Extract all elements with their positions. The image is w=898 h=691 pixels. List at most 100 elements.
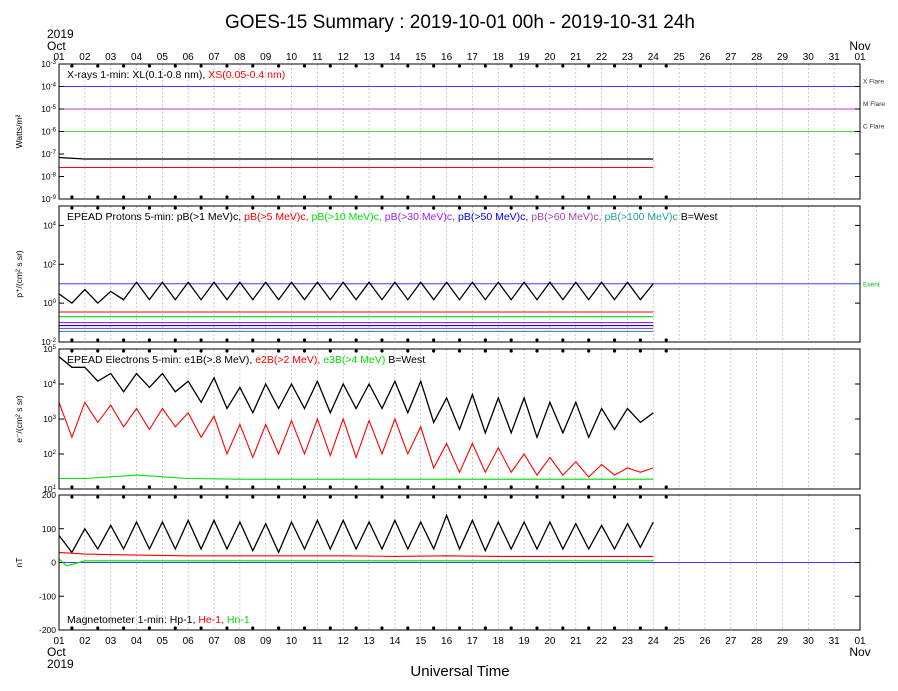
edge-dot-top-3-4 xyxy=(147,495,152,499)
edge-dot-top-2-10 xyxy=(302,349,307,353)
top-day-label-09: 09 xyxy=(260,52,272,63)
edge-dot-top-2-24 xyxy=(664,349,668,353)
edge-dot-top-3-16 xyxy=(457,495,462,499)
panel-xrays: X Flare M Flare C Flare 10-3 10-4 10-5 10-6 10-… xyxy=(14,59,885,204)
threshold-label-event: Event xyxy=(863,282,880,289)
edge-dot-bottom-1-16 xyxy=(457,338,462,342)
edge-dot-bottom-2-4 xyxy=(147,485,152,489)
edge-dot-top-3-8 xyxy=(251,495,255,499)
bottom-day-label-08: 08 xyxy=(234,636,246,647)
edge-dot-bottom-2-3 xyxy=(121,485,126,489)
bottom-right-day: 01 xyxy=(854,636,866,647)
edge-dot-bottom-2-9 xyxy=(277,485,281,489)
edge-dot-top-0-3 xyxy=(121,64,126,68)
edge-dot-bottom-2-8 xyxy=(251,485,255,489)
edge-dot-bottom-1-22 xyxy=(612,338,617,342)
top-day-label-10: 10 xyxy=(286,52,298,63)
ytick-label-0-5: 10-8 xyxy=(41,172,56,182)
edge-dot-bottom-1-2 xyxy=(96,338,100,342)
edge-dot-bottom-1-5 xyxy=(173,338,177,342)
edge-dot-top-0-4 xyxy=(147,64,152,68)
edge-dot-bottom-0-20 xyxy=(561,195,565,199)
edge-dot-top-0-24 xyxy=(664,64,668,68)
top-day-label-24: 24 xyxy=(648,52,660,63)
edge-dot-bottom-0-10 xyxy=(302,195,307,199)
series-magnetometer-2 xyxy=(58,558,654,567)
bottom-day-label-30: 30 xyxy=(803,636,815,647)
top-day-label-13: 13 xyxy=(364,52,376,63)
ytick-label-1-2: 100 xyxy=(43,298,56,308)
edge-dot-bottom-2-14 xyxy=(406,485,410,489)
top-day-label-15: 15 xyxy=(415,52,427,63)
edge-dot-bottom-1-11 xyxy=(328,338,332,342)
bottom-day-label-18: 18 xyxy=(493,636,505,647)
top-left-year: 2019 xyxy=(47,27,74,41)
bottom-day-label-13: 13 xyxy=(364,636,376,647)
top-day-label-17: 17 xyxy=(467,52,479,63)
edge-dot-top-2-8 xyxy=(251,349,255,353)
bottom-day-label-31: 31 xyxy=(829,636,841,647)
edge-dot-bottom-3-20 xyxy=(561,626,565,630)
ytick-label-0-4: 10-7 xyxy=(41,149,56,159)
edge-dot-bottom-0-9 xyxy=(277,195,281,199)
top-day-label-08: 08 xyxy=(234,52,246,63)
edge-dot-bottom-0-24 xyxy=(664,195,668,199)
ytick-label-1-1: 102 xyxy=(43,259,56,269)
bottom-day-label-15: 15 xyxy=(415,636,427,647)
edge-dot-top-3-12 xyxy=(354,495,358,499)
edge-dot-top-3-20 xyxy=(561,495,565,499)
panel-frame-protons xyxy=(58,205,861,343)
edge-dot-top-1-23 xyxy=(638,206,642,210)
edge-dot-top-0-11 xyxy=(328,64,332,68)
bottom-right-month: Nov xyxy=(849,645,870,659)
edge-dot-top-1-20 xyxy=(561,206,565,210)
edge-dot-top-2-23 xyxy=(638,349,642,353)
ytick-label-3-2: 0 xyxy=(51,558,56,568)
panel-protons: Event 104 102 100 10-2 p⁺/(cm² s sr) EPEAD Pro… xyxy=(14,205,880,347)
bottom-left-day: 01 xyxy=(53,636,65,647)
edge-dot-bottom-2-2 xyxy=(96,485,100,489)
edge-dot-bottom-3-22 xyxy=(612,626,617,630)
edge-dot-bottom-2-10 xyxy=(302,485,307,489)
edge-dot-bottom-3-6 xyxy=(199,626,203,630)
edge-dot-top-3-19 xyxy=(535,495,539,499)
top-day-label-28: 28 xyxy=(751,52,763,63)
edge-dot-bottom-0-22 xyxy=(612,195,617,199)
top-day-ticks: 02 03 04 05 06 07 08 09 10 11 12 13 14 15 16 17 18 19 20 21… xyxy=(79,52,840,63)
edge-dot-top-3-7 xyxy=(225,495,229,499)
edge-dot-bottom-2-15 xyxy=(432,485,436,489)
legend-electrons: EPEAD Electrons 5-min: e1B(>.8 MeV), e2B… xyxy=(67,354,425,366)
edge-dot-top-1-4 xyxy=(147,206,152,210)
bottom-day-label-25: 25 xyxy=(674,636,686,647)
edge-dot-top-2-16 xyxy=(457,349,462,353)
edge-dot-bottom-0-12 xyxy=(354,195,358,199)
edge-dot-bottom-3-11 xyxy=(328,626,332,630)
edge-dot-top-2-13 xyxy=(380,349,384,353)
edge-dot-top-0-6 xyxy=(199,64,203,68)
edge-dot-top-2-21 xyxy=(587,349,591,353)
edge-dot-top-0-20 xyxy=(561,64,565,68)
edge-dot-bottom-1-3 xyxy=(121,338,126,342)
chart-panels: X Flare M Flare C Flare 10-3 10-4 10-5 10-6 10-… xyxy=(14,59,885,635)
edge-dot-top-3-21 xyxy=(587,495,591,499)
edge-dot-top-0-23 xyxy=(638,64,642,68)
series-electrons-2 xyxy=(59,474,654,480)
x-axis-label: Universal Time xyxy=(410,663,509,680)
edge-dot-top-0-21 xyxy=(587,64,591,68)
edge-dot-bottom-3-4 xyxy=(147,626,152,630)
edge-dot-top-3-10 xyxy=(302,495,307,499)
edge-dot-bottom-0-2 xyxy=(96,195,100,199)
edge-dot-bottom-2-20 xyxy=(561,485,565,489)
series-electrons-1 xyxy=(58,401,654,478)
edge-dot-bottom-0-14 xyxy=(406,195,410,199)
ylabel-magnetometer: nT xyxy=(14,558,24,568)
edge-dot-bottom-0-21 xyxy=(587,195,591,199)
edge-dot-top-2-3 xyxy=(121,349,126,353)
legend-xrays: X-rays 1-min: XL(0.1-0.8 nm), XS(0.05-0.… xyxy=(67,69,285,81)
edge-dot-top-2-9 xyxy=(277,349,281,353)
edge-dot-bottom-1-1 xyxy=(70,338,74,342)
series-protons-0 xyxy=(58,281,654,305)
edge-dot-bottom-1-15 xyxy=(432,338,436,342)
bottom-day-label-22: 22 xyxy=(596,636,608,647)
bottom-day-label-02: 02 xyxy=(79,636,91,647)
